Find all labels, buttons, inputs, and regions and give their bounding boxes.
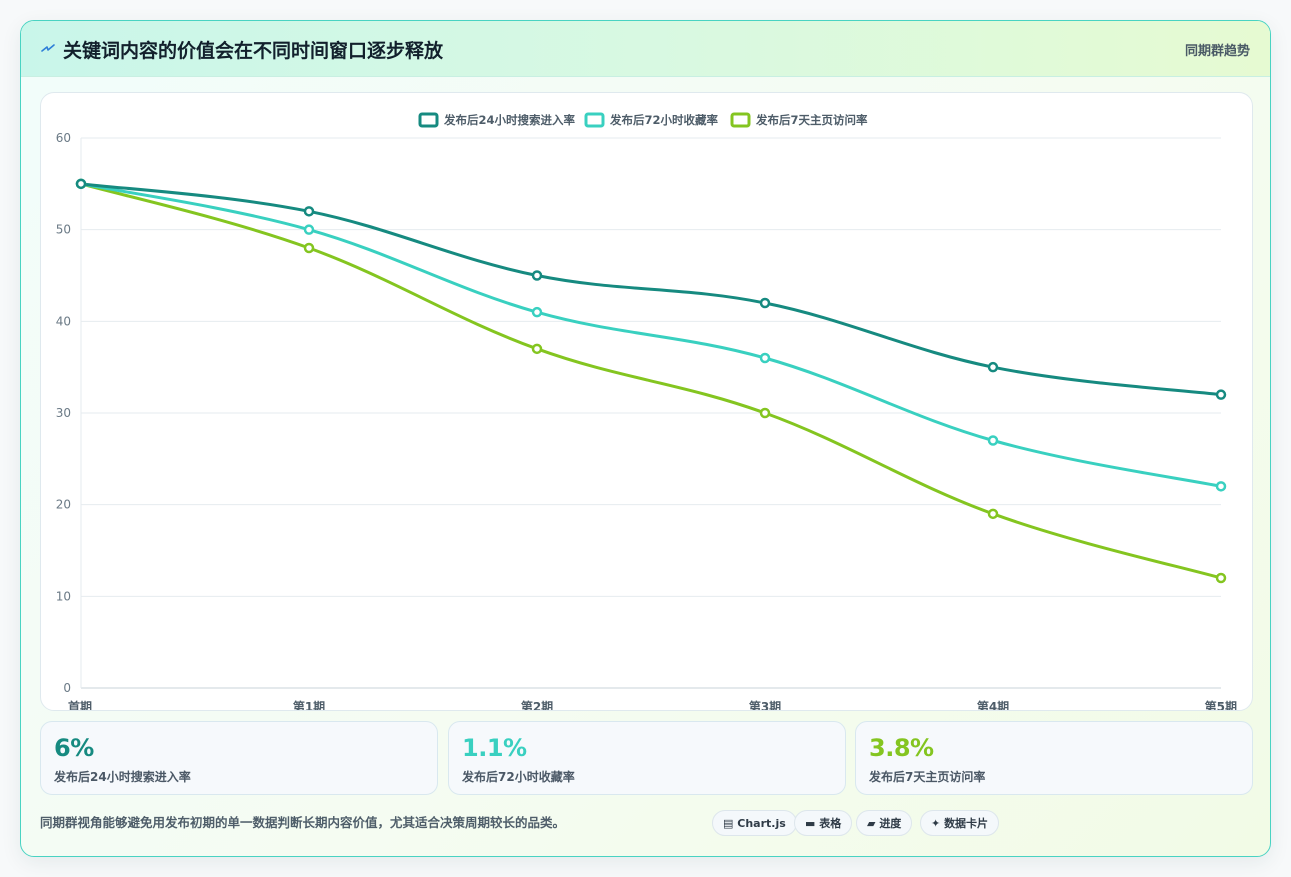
data-point <box>759 407 771 419</box>
series-line <box>79 182 1223 397</box>
y-tick-label: 0 <box>63 681 71 695</box>
data-point <box>759 297 771 309</box>
y-tick-label: 40 <box>56 314 71 328</box>
data-point <box>1215 572 1227 584</box>
x-tick-label: 第3期 <box>749 699 781 710</box>
legend-label: 发布后7天主页访问率 <box>755 113 868 127</box>
legend-swatch <box>418 112 439 128</box>
stat-card: 6% 发布后24小时搜索进入率 <box>40 721 438 795</box>
stat-value: 6% <box>54 734 94 762</box>
x-tick-label: 第4期 <box>977 699 1009 710</box>
data-point <box>303 224 315 235</box>
stat-card: 1.1% 发布后72小时收藏率 <box>448 721 846 795</box>
y-tick-label: 50 <box>56 223 71 237</box>
data-point <box>759 352 771 364</box>
x-tick-label: 第2期 <box>521 699 553 710</box>
data-point <box>531 270 543 281</box>
legend-label: 发布后24小时搜索进入率 <box>443 113 576 127</box>
dashboard-card: 关键词内容的价值会在不同时间窗口逐步释放 同期群趋势 0 10 20 30 40 50 60… <box>20 20 1271 857</box>
stat-label: 发布后72小时收藏率 <box>462 770 575 784</box>
chartjs-pill[interactable]: ▤ Chart.js <box>712 810 797 836</box>
chart-icon: ▤ <box>723 817 734 830</box>
data-point <box>987 435 999 446</box>
pill-label: 表格 <box>819 817 842 830</box>
data-point <box>531 306 543 318</box>
card-subtitle: 同期群趋势 <box>1184 44 1250 59</box>
table-pill[interactable]: ▬ 表格 <box>794 810 853 836</box>
legend-swatch <box>584 112 605 128</box>
data-card-pill[interactable]: ✦ 数据卡片 <box>920 810 1000 836</box>
data-point <box>303 206 315 217</box>
table-icon: ▬ <box>805 817 816 830</box>
series-line <box>79 182 1223 488</box>
data-point <box>1215 389 1227 400</box>
stat-label: 发布后7天主页访问率 <box>869 770 986 784</box>
y-tick-label: 60 <box>56 131 71 145</box>
progress-pill[interactable]: ▰ 进度 <box>856 810 913 836</box>
data-point <box>75 178 87 190</box>
line-chart: 0 10 20 30 40 50 60 首期 第1期 第2期 第3期 第4期 第5期 发布后24小时搜索进… <box>56 112 1237 710</box>
x-tick-label: 第1期 <box>293 699 325 710</box>
lightning-icon <box>41 41 55 60</box>
y-tick-label: 10 <box>56 589 71 603</box>
legend-swatch <box>730 112 751 128</box>
data-point <box>987 508 999 520</box>
chart-panel: 0 10 20 30 40 50 60 首期 第1期 第2期 第3期 第4期 第5期 发布后24小时搜索进… <box>40 92 1253 711</box>
stat-value: 3.8% <box>869 734 934 762</box>
x-tick-label: 首期 <box>68 699 92 710</box>
card-header: 关键词内容的价值会在不同时间窗口逐步释放 同期群趋势 <box>21 21 1270 77</box>
data-point <box>1215 481 1227 492</box>
pill-label: 进度 <box>879 817 902 830</box>
footer-note: 同期群视角能够避免用发布初期的单一数据判断长期内容价值，尤其适合决策周期较长的品… <box>40 815 566 830</box>
pill-label: 数据卡片 <box>944 817 989 830</box>
series-line <box>79 182 1223 580</box>
sparkle-icon: ✦ <box>931 817 941 830</box>
pill-label: Chart.js <box>737 817 786 830</box>
y-tick-label: 20 <box>56 498 71 512</box>
stat-value: 1.1% <box>462 734 527 762</box>
legend-label: 发布后72小时收藏率 <box>609 113 719 127</box>
y-tick-label: 30 <box>56 406 71 420</box>
data-point <box>531 343 543 355</box>
data-point <box>303 242 315 254</box>
stat-label: 发布后24小时搜索进入率 <box>54 770 191 784</box>
x-tick-label: 第5期 <box>1205 699 1237 710</box>
progress-icon: ▰ <box>867 817 876 830</box>
card-title: 关键词内容的价值会在不同时间窗口逐步释放 <box>63 40 444 62</box>
stat-card: 3.8% 发布后7天主页访问率 <box>855 721 1253 795</box>
data-point <box>987 361 999 373</box>
